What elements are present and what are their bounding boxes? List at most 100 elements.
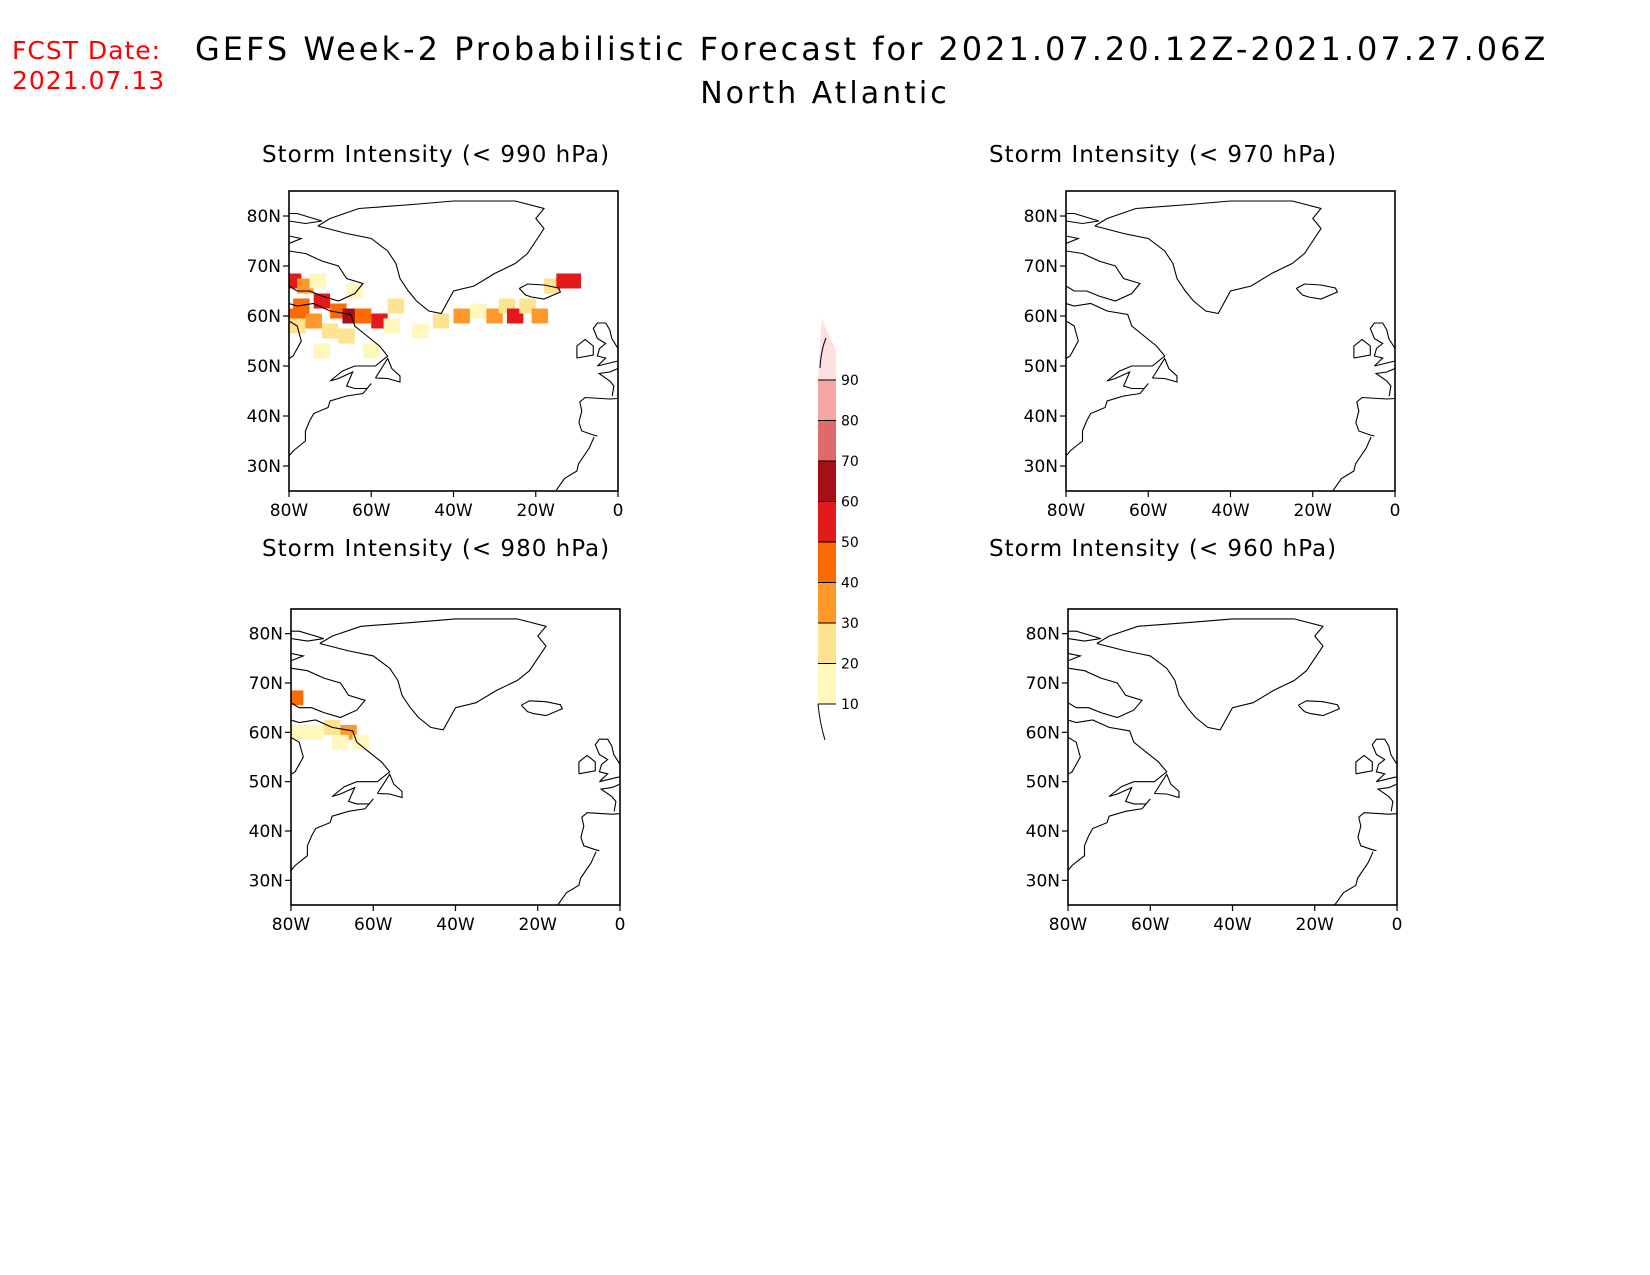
map-area [1068, 618, 1397, 905]
coastline [576, 338, 594, 359]
map-frame [1067, 608, 1398, 906]
coastline [1096, 618, 1324, 731]
coastline [1066, 320, 1079, 359]
colorbar-label: 30 [841, 616, 859, 632]
lat-label: 30N [249, 871, 283, 891]
lon-label: 60W [1129, 501, 1168, 521]
colorbar-label: 50 [841, 535, 859, 551]
coastline [1066, 250, 1141, 302]
coastline [1068, 667, 1143, 719]
lon-label: 20W [517, 501, 556, 521]
coastline [1332, 436, 1372, 491]
coastline [1371, 738, 1397, 783]
coastline [555, 436, 595, 491]
coastline [578, 396, 618, 437]
coastline [1068, 630, 1102, 642]
lon-label: 20W [519, 915, 558, 935]
map-panel-1: 80N 70N 60N 50N 40N 30N 80W 60W 40W 20W 0 [1024, 190, 1401, 521]
probability-cell [305, 313, 322, 329]
colorbar-label: 90 [841, 373, 859, 389]
coastline [1376, 783, 1397, 812]
lat-label: 50N [249, 773, 283, 793]
coastline [1066, 302, 1166, 457]
probability-cell [307, 724, 324, 740]
panel-title-990: Storm Intensity (< 990 hPa) [262, 142, 611, 168]
lat-label: 70N [1024, 257, 1058, 277]
colorbar-label: 80 [841, 414, 859, 430]
colorbar-swatch [818, 501, 836, 542]
colorbar-swatch [818, 582, 836, 623]
lat-label: 40N [1026, 822, 1060, 842]
lat-label: 80N [1026, 625, 1060, 645]
map-area [1066, 200, 1395, 491]
colorbar-tail [817, 703, 826, 741]
lat-label: 30N [1024, 457, 1058, 477]
colorbar-cap [818, 317, 836, 380]
page-title: GEFS Week-2 Probabilistic Forecast for 2… [195, 30, 1549, 68]
probability-cell [469, 303, 487, 319]
lat-label: 60N [249, 723, 283, 743]
lon-label: 0 [1390, 501, 1401, 521]
coastline [317, 200, 545, 315]
lat-label: 50N [247, 357, 281, 377]
probability-cell [531, 308, 549, 324]
lon-label: 60W [1131, 915, 1170, 935]
coastline [592, 322, 618, 367]
coastline [1357, 812, 1397, 852]
forecast-date-label: FCST Date: 2021.07.13 [12, 36, 165, 96]
lon-label: 40W [1211, 501, 1250, 521]
lon-label: 60W [352, 501, 391, 521]
coastline [289, 212, 323, 225]
coastline [291, 652, 306, 662]
lon-label: 20W [1296, 915, 1335, 935]
lat-label: 70N [249, 674, 283, 694]
lon-label: 80W [1047, 501, 1086, 521]
probability-cell [383, 318, 401, 334]
lon-label: 80W [1049, 915, 1088, 935]
lon-label: 40W [436, 915, 475, 935]
lat-label: 60N [1024, 307, 1058, 327]
probability-cell [332, 734, 349, 750]
colorbar-swatch [818, 623, 836, 664]
colorbar-swatch [818, 380, 836, 421]
probability-cell [338, 328, 355, 344]
probability-cell [352, 734, 370, 750]
lat-label: 50N [1026, 773, 1060, 793]
map-panel-0: 80N 70N 60N 50N 40N 30N 80W 60W 40W 20W 0 [247, 190, 623, 521]
coastline [291, 630, 325, 642]
colorbar-label: 40 [841, 576, 859, 592]
colorbar-label: 20 [841, 657, 859, 673]
coastline [291, 667, 366, 719]
colorbar-label: 70 [841, 454, 859, 470]
coastline [291, 736, 304, 775]
coastline [1066, 235, 1081, 245]
coastline [1334, 851, 1374, 905]
lon-label: 20W [1294, 501, 1333, 521]
colorbar-swatch [818, 542, 836, 583]
map-frame [290, 608, 621, 906]
colorbar: 10 20 30 40 50 60 70 80 90 [817, 317, 859, 741]
lat-label: 40N [247, 407, 281, 427]
coastline [1068, 736, 1081, 775]
lon-label: 40W [434, 501, 473, 521]
probability-cell [564, 273, 581, 289]
coastline [518, 283, 562, 300]
coastline [289, 235, 304, 245]
coastline [374, 357, 401, 383]
coastline [580, 812, 620, 852]
probability-cell [363, 343, 380, 359]
coastline [1153, 773, 1180, 799]
probability-cell [321, 323, 339, 339]
lat-label: 60N [247, 307, 281, 327]
map-frame [1065, 190, 1396, 492]
coastline [289, 250, 364, 302]
probability-cell [313, 343, 331, 359]
fcst-date-value: 2021.07.13 [12, 66, 166, 95]
lon-label: 80W [270, 501, 309, 521]
coastline [1297, 700, 1341, 717]
coastline [376, 773, 403, 799]
lat-label: 60N [1026, 723, 1060, 743]
colorbar-swatch [818, 461, 836, 502]
probability-cell [453, 308, 470, 324]
